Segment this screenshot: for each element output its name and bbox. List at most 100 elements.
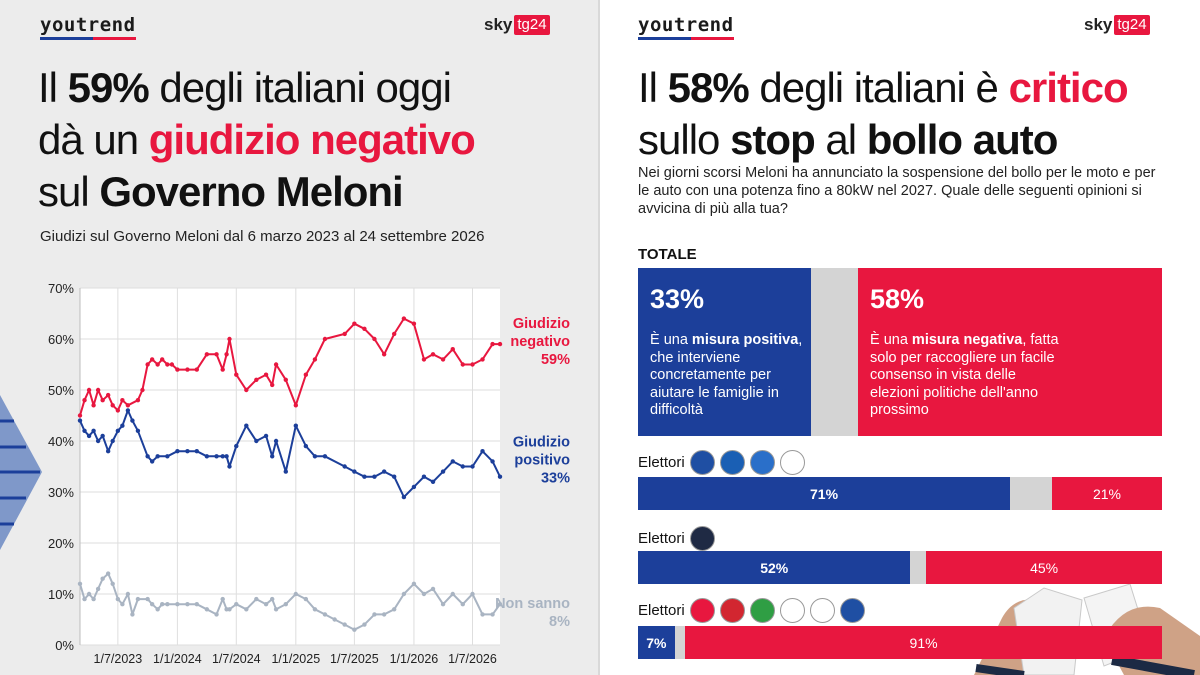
series-label: Giudizio [513,316,570,332]
data-point [95,438,101,444]
headline-highlight-bold: bollo auto [866,116,1059,163]
data-point [169,362,175,367]
data-point [105,392,111,398]
data-point [175,449,180,454]
party-logo-icon [719,450,745,475]
data-point [100,433,105,439]
left-headline: Il 59% degli italiani oggi dà un giudizi… [38,62,476,218]
data-point [204,352,210,357]
voter-group-label-text: Elettori [638,454,685,471]
party-logo-icon [809,598,835,623]
data-point [159,357,165,362]
youtrend-logo-underline [40,37,136,40]
data-point [194,602,200,607]
headline-highlight-red: giudizio negativo [148,116,476,163]
headline-highlight-pct: 58% [667,64,750,111]
party-logo-icon [749,450,775,475]
data-point [352,469,357,474]
data-point [450,459,455,464]
data-point [159,602,165,607]
data-point [155,607,160,612]
data-point [497,474,503,479]
data-point [381,612,387,617]
data-point [342,331,347,337]
data-point [470,464,475,469]
data-point [411,484,417,490]
data-point [263,602,269,607]
data-point [125,591,131,597]
voter-group-bar: 52% 45% [638,551,1162,584]
series-end-value: 8% [549,614,570,630]
data-point [411,581,417,586]
series-end-value: 59% [541,352,570,368]
data-point [77,418,83,423]
totale-negative-text: È una misura negativa, fatta solo per ra… [870,332,1059,418]
voter-group-label: Elettori [638,450,805,475]
headline-text: Il [638,64,668,111]
data-point [421,591,427,597]
data-point [227,607,232,612]
plot-area [80,288,500,645]
data-point [303,372,309,377]
data-point [430,586,436,592]
voter-group-label-text: Elettori [638,602,685,619]
data-point [149,357,155,362]
data-point [273,362,279,367]
totale-positive-box: 33% È una misura positiva, che intervien… [638,268,811,436]
data-point [214,352,219,357]
bar-segment-positive: 52% [638,551,911,584]
youtrend-logo-underline [638,37,734,40]
data-point [450,591,455,597]
y-tick-label: 0% [55,638,74,653]
voter-group-label: Elettori [638,526,715,551]
data-point [95,387,101,393]
data-point [303,596,309,602]
party-logo-icon [779,450,805,475]
party-logo-icon [689,526,715,551]
data-point [381,352,387,357]
x-tick-label: 1/7/2025 [330,652,379,666]
data-point [194,449,200,454]
y-tick-label: 10% [48,587,74,602]
data-point [312,454,318,459]
data-point [460,362,465,367]
party-logo-icon [779,598,805,623]
party-logo-icon [839,598,865,623]
data-point [273,438,279,444]
data-point [86,591,92,597]
data-point [220,596,225,602]
data-point [470,591,475,597]
totale-positive-pct: 33% [650,284,705,314]
data-point [115,408,121,413]
data-point [421,474,427,479]
skytg24-logo: sky tg24 [484,15,550,35]
data-point [77,581,83,586]
data-point [322,612,328,617]
data-point [490,612,495,617]
data-point [303,443,309,449]
data-point [312,357,318,362]
data-point [450,347,455,352]
data-point [401,494,407,500]
data-point [120,602,125,607]
data-point [293,403,299,408]
data-point [391,331,397,337]
line-chart: 0% 10% 20% 30% 40% 50% 60% 70% 1/7/2023 1/1/2024 1… [48,281,570,666]
tg24-logo-text: tg24 [514,15,550,35]
x-tick-label: 1/1/2025 [271,652,320,666]
data-point [130,418,135,423]
data-point [185,449,190,454]
data-point [82,596,87,602]
headline-text: sul [38,168,100,215]
data-point [283,602,288,607]
series-label: negativo [510,334,570,350]
data-point [270,454,275,459]
right-infographic: youtrend sky tg24 Il 58% degli italiani è… [600,0,1200,675]
headline-highlight-pct: 59% [67,64,150,111]
data-point [283,377,288,382]
data-point [440,602,446,607]
right-headline: Il 58% degli italiani è critico sullo st… [638,62,1129,166]
data-point [175,367,180,372]
data-point [149,602,155,607]
data-point [224,454,229,459]
